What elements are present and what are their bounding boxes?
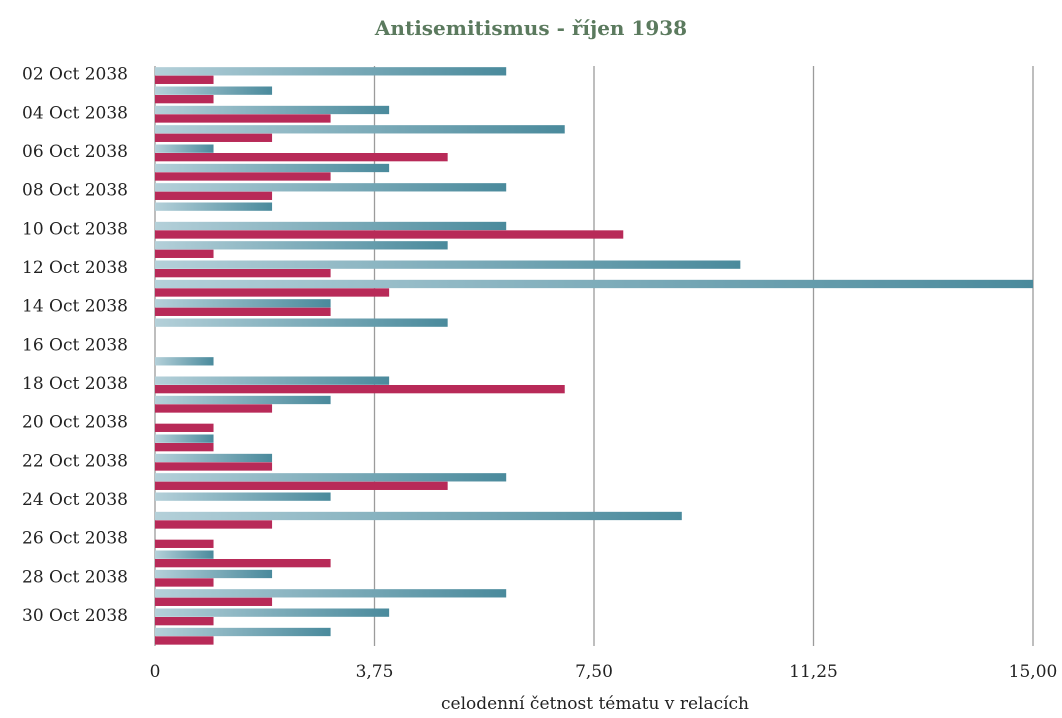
bar-series-1	[155, 550, 214, 559]
y-tick-label: 20 Oct 2038	[22, 413, 128, 433]
bar-series-1	[155, 395, 331, 405]
bar-series-2	[155, 249, 214, 258]
bar-series-1	[155, 202, 273, 211]
x-tick-label: 11,25	[789, 662, 838, 682]
bar-series-1	[155, 376, 390, 385]
bar-series-1	[155, 183, 507, 192]
x-axis-title: celodenní četnost tématu v relacích	[440, 694, 750, 714]
bar-series-2	[155, 520, 273, 529]
y-tick-label: 22 Oct 2038	[22, 451, 128, 471]
bar-series-2	[155, 307, 331, 316]
bar-series-1	[155, 434, 214, 443]
bar-series-1	[155, 473, 507, 482]
x-tick-label: 15,00	[1009, 662, 1058, 682]
bar-series-2	[155, 133, 273, 142]
bar-series-2	[155, 597, 273, 606]
bar-series-2	[155, 172, 331, 181]
bar-series-1	[155, 144, 214, 153]
bar-series-1	[155, 299, 331, 308]
bar-series-1	[155, 511, 682, 521]
y-tick-label: 26 Oct 2038	[22, 529, 128, 549]
bar-series-1	[155, 260, 741, 269]
bar-series-1	[155, 279, 1033, 289]
bar-series-1	[155, 589, 507, 598]
bar-series-1	[155, 608, 390, 617]
x-tick-label: 3,75	[356, 662, 394, 682]
bar-series-1	[155, 221, 507, 231]
bar-series-1	[155, 67, 507, 76]
bar-series-2	[155, 385, 565, 394]
bar-series-2	[155, 95, 214, 104]
bar-series-2	[155, 636, 214, 645]
bar-series-1	[155, 453, 273, 463]
bar-series-2	[155, 423, 214, 432]
bar-series-1	[155, 86, 273, 95]
y-tick-label: 12 Oct 2038	[22, 258, 128, 278]
bar-series-2	[155, 443, 214, 452]
y-tick-label: 06 Oct 2038	[22, 142, 128, 162]
y-tick-label: 18 Oct 2038	[22, 374, 128, 394]
bar-series-1	[155, 318, 448, 327]
bar-series-2	[155, 191, 273, 200]
bar-series-2	[155, 559, 331, 568]
bar-series-2	[155, 481, 448, 490]
y-tick-label: 02 Oct 2038	[22, 65, 128, 85]
y-tick-label: 10 Oct 2038	[22, 219, 128, 239]
y-tick-label: 14 Oct 2038	[22, 297, 128, 317]
bar-series-1	[155, 105, 390, 115]
bar-series-2	[155, 617, 214, 626]
y-tick-label: 30 Oct 2038	[22, 606, 128, 626]
y-tick-label: 08 Oct 2038	[22, 181, 128, 201]
x-tick-label: 0	[150, 662, 161, 682]
bar-series-1	[155, 357, 214, 366]
bar-series-2	[155, 404, 273, 413]
bar-series-1	[155, 163, 390, 173]
y-tick-label: 24 Oct 2038	[22, 490, 128, 510]
x-tick-label: 7,50	[575, 662, 613, 682]
bar-series-2	[155, 288, 390, 297]
bar-series-1	[155, 627, 331, 637]
bar-series-2	[155, 153, 448, 162]
bar-series-2	[155, 269, 331, 278]
y-tick-label: 16 Oct 2038	[22, 335, 128, 355]
y-tick-label: 04 Oct 2038	[22, 103, 128, 123]
bar-series-2	[155, 75, 214, 84]
bar-series-2	[155, 462, 273, 471]
bar-series-1	[155, 569, 273, 579]
bar-series-1	[155, 241, 448, 250]
bar-series-2	[155, 578, 214, 587]
bar-series-2	[155, 539, 214, 548]
y-tick-label: 28 Oct 2038	[22, 567, 128, 587]
bar-series-2	[155, 230, 624, 239]
bar-series-1	[155, 125, 565, 134]
bar-series-1	[155, 492, 331, 501]
chart-title: Antisemitismus - říjen 1938	[374, 16, 688, 40]
bar-series-2	[155, 114, 331, 123]
